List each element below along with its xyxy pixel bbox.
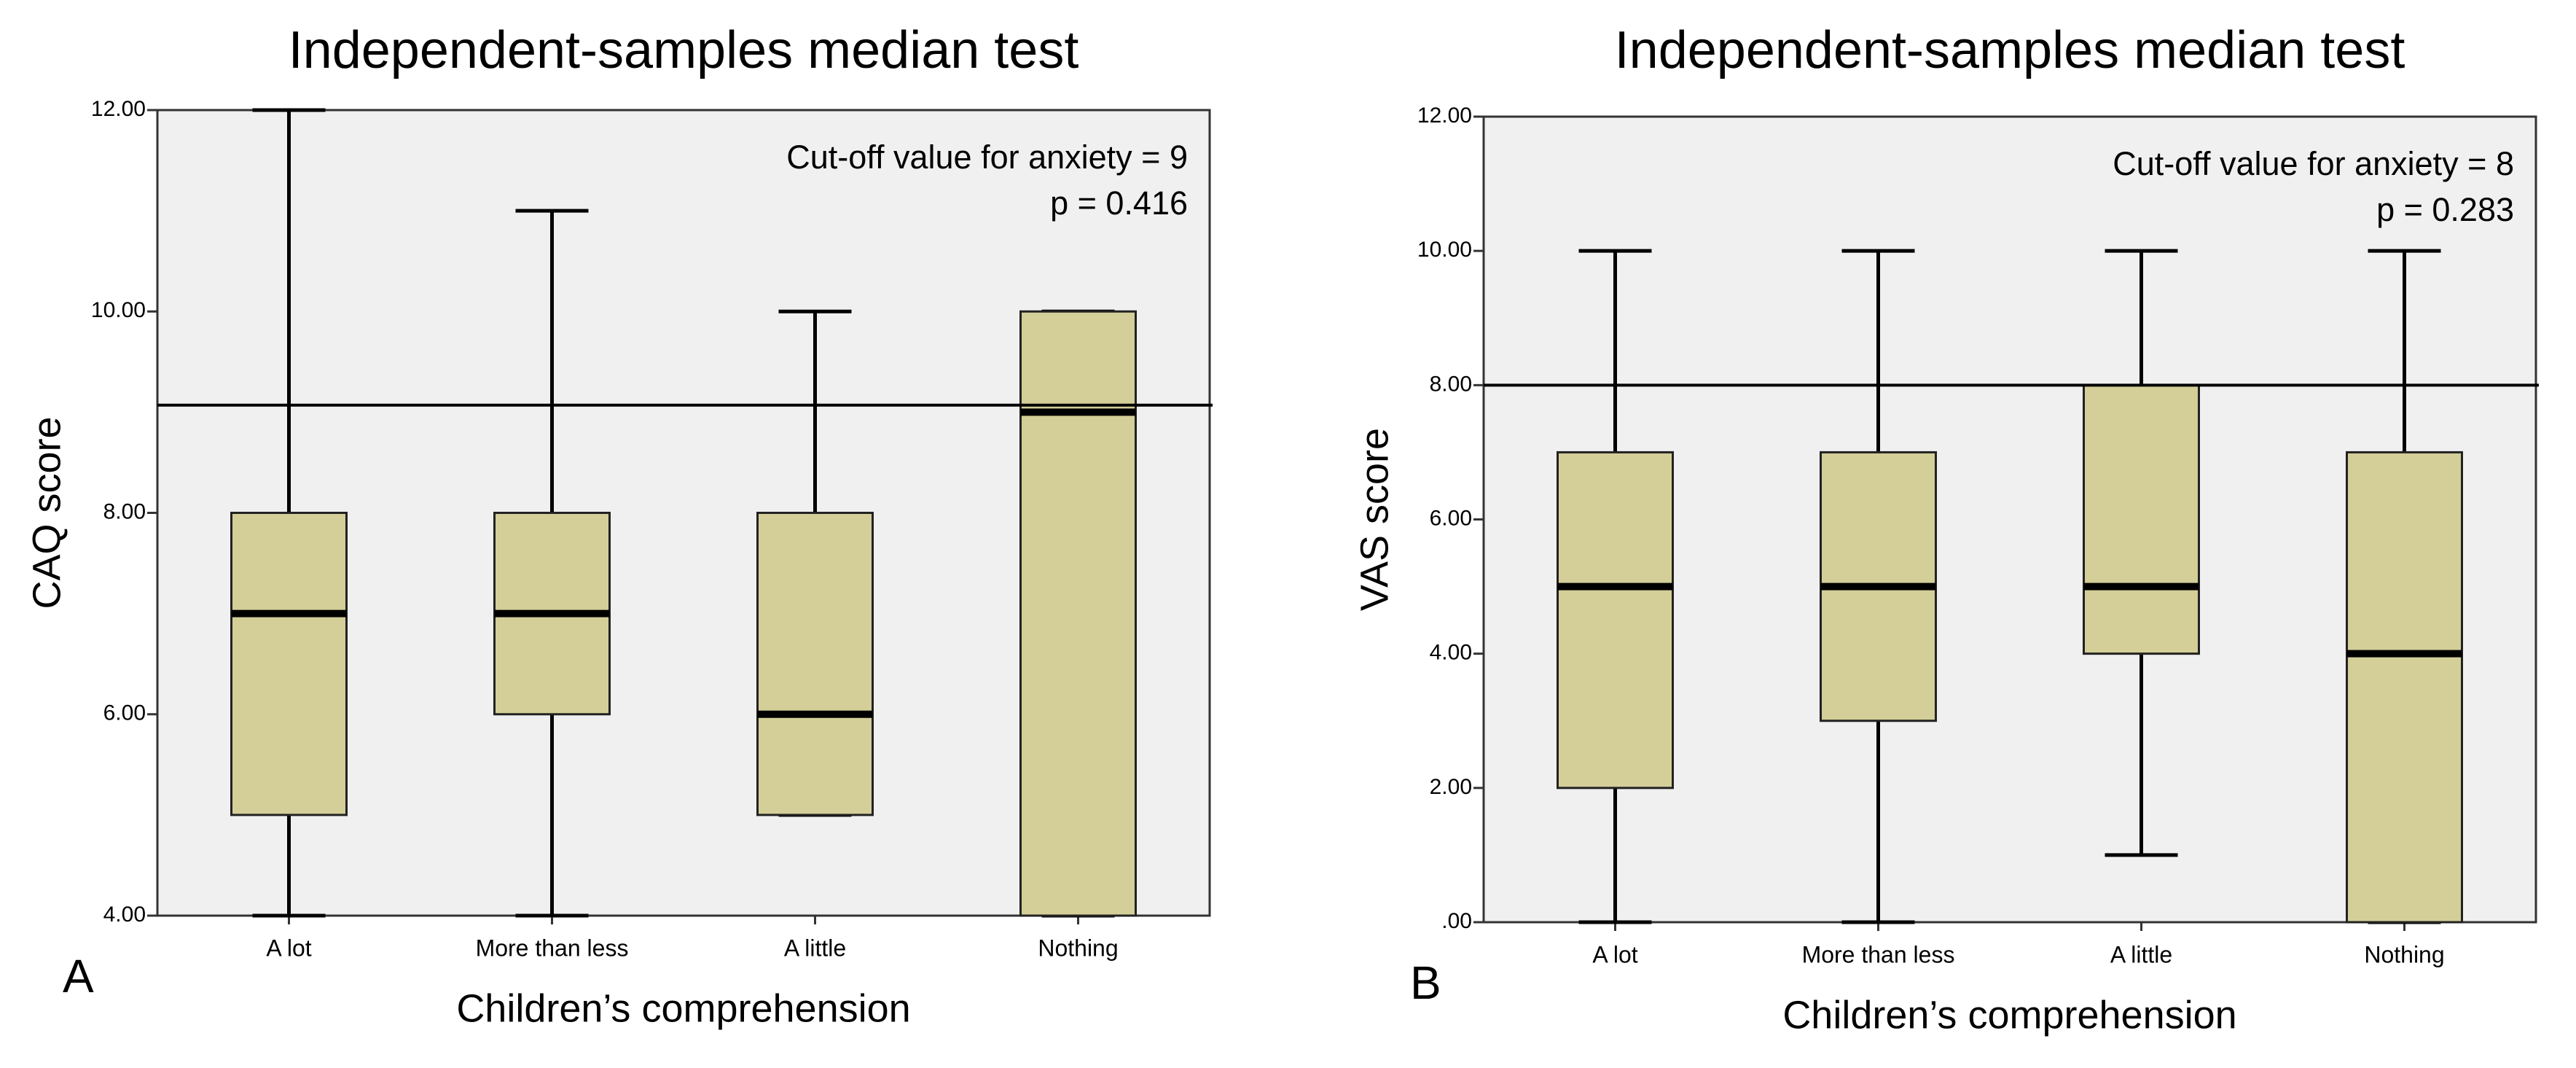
x-tick-label: More than less (1802, 941, 1955, 967)
x-axis-label: Children’s comprehension (1782, 993, 2236, 1037)
box (756, 512, 874, 816)
panel-label: B (1410, 956, 1441, 1009)
annotation: p = 0.416 (1050, 184, 1188, 222)
y-tick-label: 2.00 (1430, 775, 1472, 799)
annotation: Cut-off value for anxiety = 8 (2113, 145, 2514, 182)
annotation: p = 0.283 (2376, 191, 2514, 228)
box (230, 512, 348, 816)
y-axis-label: CAQ score (25, 416, 68, 609)
x-tick-label: A little (784, 935, 846, 961)
box (1557, 451, 1674, 790)
x-tick-label: A little (2110, 941, 2172, 967)
y-tick-label: 8.00 (103, 499, 146, 523)
chart-title: Independent-samples median test (1615, 21, 2405, 79)
y-tick-label: 12.00 (91, 97, 146, 121)
y-tick-label: 10.00 (1417, 238, 1472, 262)
x-tick-label: A lot (266, 935, 311, 961)
y-axis-label: VAS score (1352, 428, 1396, 611)
annotation: Cut-off value for anxiety = 9 (786, 139, 1188, 176)
x-tick-label: More than less (476, 935, 629, 961)
x-tick-label: A lot (1592, 941, 1637, 967)
panel-label: A (63, 950, 94, 1002)
y-tick-label: 8.00 (1430, 372, 1472, 396)
y-tick-label: 6.00 (103, 701, 146, 725)
box (2083, 383, 2200, 655)
y-tick-label: 10.00 (91, 298, 146, 322)
y-tick-label: .00 (1441, 909, 1472, 933)
y-tick-label: 6.00 (1430, 506, 1472, 530)
y-tick-label: 12.00 (1417, 104, 1472, 128)
x-axis-label: Children’s comprehension (456, 986, 910, 1030)
box (2346, 451, 2463, 924)
y-tick-label: 4.00 (103, 903, 146, 927)
y-tick-label: 4.00 (1430, 641, 1472, 665)
x-tick-label: Nothing (1038, 935, 1118, 961)
chart-title: Independent-samples median test (289, 21, 1079, 79)
box (1019, 310, 1137, 917)
x-tick-label: Nothing (2364, 941, 2444, 967)
